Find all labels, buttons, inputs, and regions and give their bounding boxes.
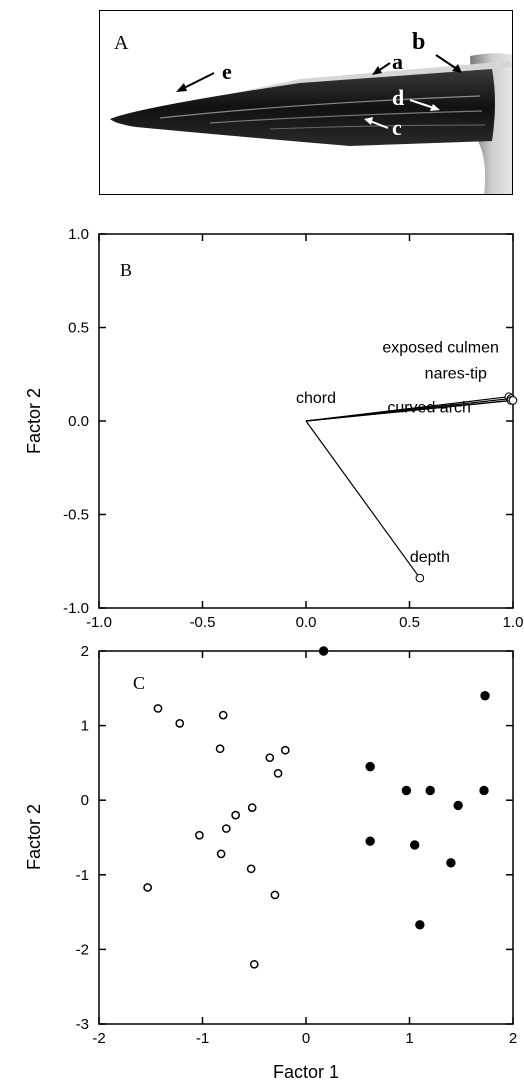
label-a: a <box>392 49 403 74</box>
panel-b-axes: -1.0 -0.5 0.0 0.5 1.0 -1.0 -0.5 0.0 0.5 1.0 <box>63 226 523 631</box>
arrow-b <box>435 54 458 70</box>
panel-c-xtick-label: 2 <box>509 1030 517 1047</box>
panel-b-ytick-label: -1.0 <box>63 600 89 617</box>
data-point-filled <box>453 800 463 811</box>
data-point-filled <box>415 920 425 930</box>
panel-c-xtick-label: -2 <box>92 1030 105 1047</box>
panel-b-xtick-label: -1.0 <box>86 614 112 631</box>
panel-c-xlabel: Factor 1 <box>273 1062 339 1082</box>
panel-b-xtick-label: 0.5 <box>399 614 420 631</box>
panel-b-ytick-label: -0.5 <box>63 507 89 524</box>
panel-c-xtick-label: -1 <box>196 1030 209 1047</box>
panel-b-loading-plot: B Factor 2 -1.0 -0.5 0.0 0.5 1.0 -1.0 -0.5 0.0 0… <box>24 226 523 631</box>
data-point-open <box>280 745 290 755</box>
data-point-open <box>247 803 257 813</box>
panel-c-ylabel: Factor 2 <box>24 804 44 870</box>
panel-c-ytick-label: -3 <box>76 1016 89 1033</box>
panel-b-vectors <box>305 392 518 583</box>
data-point-filled <box>479 785 489 796</box>
arrow-e <box>181 72 215 90</box>
data-point-filled <box>480 691 490 701</box>
vector-endpoint <box>508 396 518 405</box>
data-point-filled <box>446 858 456 868</box>
data-point-open <box>270 890 280 900</box>
vector-endpoint <box>415 573 425 583</box>
panel-c-xtick-label: 1 <box>405 1030 413 1047</box>
vector-label: depth <box>410 549 450 566</box>
panel-b-xtick-label: 0.0 <box>296 614 317 631</box>
bill-groove-lower <box>269 124 486 130</box>
panel-c-ytick-label: -1 <box>76 867 89 884</box>
data-point-filled <box>425 785 435 796</box>
panel-a-letter: A <box>114 32 129 54</box>
arrow-d-head <box>430 104 440 111</box>
vector-line <box>305 399 514 422</box>
panel-b-xtick-label: -0.5 <box>190 614 216 631</box>
arrow-d <box>409 99 435 109</box>
arrow-e-head <box>176 83 187 92</box>
panel-b-vector-labels: exposed culmen nares-tip curved arch chord d… <box>296 340 499 566</box>
panel-c-xtick-label: 0 <box>302 1030 310 1047</box>
data-point-open <box>218 710 228 720</box>
panel-c-ytick-label: 0 <box>81 792 89 809</box>
label-b: b <box>412 29 425 55</box>
panel-b-ytick-label: 0.0 <box>68 413 89 430</box>
label-e: e <box>222 59 232 84</box>
data-point-filled <box>318 646 329 656</box>
panel-b-ytick-label: 0.5 <box>68 320 89 337</box>
arrow-a-head <box>372 66 382 75</box>
label-d: d <box>392 85 404 110</box>
panel-b-letter: B <box>120 260 132 280</box>
arrow-c <box>369 120 389 129</box>
panel-b-ytick-label: 1.0 <box>68 226 89 243</box>
data-point-filled <box>409 840 420 850</box>
panel-c-letter: C <box>133 673 145 693</box>
label-c: c <box>392 115 402 140</box>
panel-c-ytick-label: 2 <box>81 643 89 660</box>
bill-groove-middle <box>209 110 483 124</box>
arrow-c-head <box>364 117 373 125</box>
panel-c-points <box>143 646 490 969</box>
panel-b-xtick-label: 1.0 <box>503 614 524 631</box>
bill-groove-upper <box>159 95 481 119</box>
bill-illustration: A e a b d c <box>110 29 512 194</box>
data-point-filled <box>401 785 412 796</box>
data-point-open <box>221 824 231 833</box>
data-point-filled <box>365 836 375 846</box>
data-point-open <box>249 959 259 969</box>
data-point-filled <box>365 761 375 772</box>
data-point-open <box>215 744 225 754</box>
vector-label: curved arch <box>387 399 471 416</box>
data-point-open <box>153 704 163 713</box>
data-point-open <box>175 719 185 728</box>
vector-label: exposed culmen <box>382 340 499 357</box>
data-point-open <box>216 849 226 859</box>
data-point-open <box>273 768 283 778</box>
data-point-open <box>246 864 256 874</box>
data-point-open <box>143 883 152 892</box>
panel-a-bill-image: A e a b d c <box>99 10 513 195</box>
arrow-b-head <box>452 64 462 73</box>
vector-line <box>305 420 421 579</box>
data-point-open <box>265 753 275 763</box>
vector-label: chord <box>296 390 336 407</box>
panel-b-ylabel: Factor 2 <box>24 388 44 454</box>
bill-body <box>110 69 495 146</box>
vector-label: nares-tip <box>425 366 487 383</box>
data-point-open <box>231 810 240 820</box>
data-point-open <box>195 830 204 840</box>
panel-c-ytick-label: 1 <box>81 718 89 735</box>
panel-c-ytick-label: -2 <box>76 941 89 958</box>
